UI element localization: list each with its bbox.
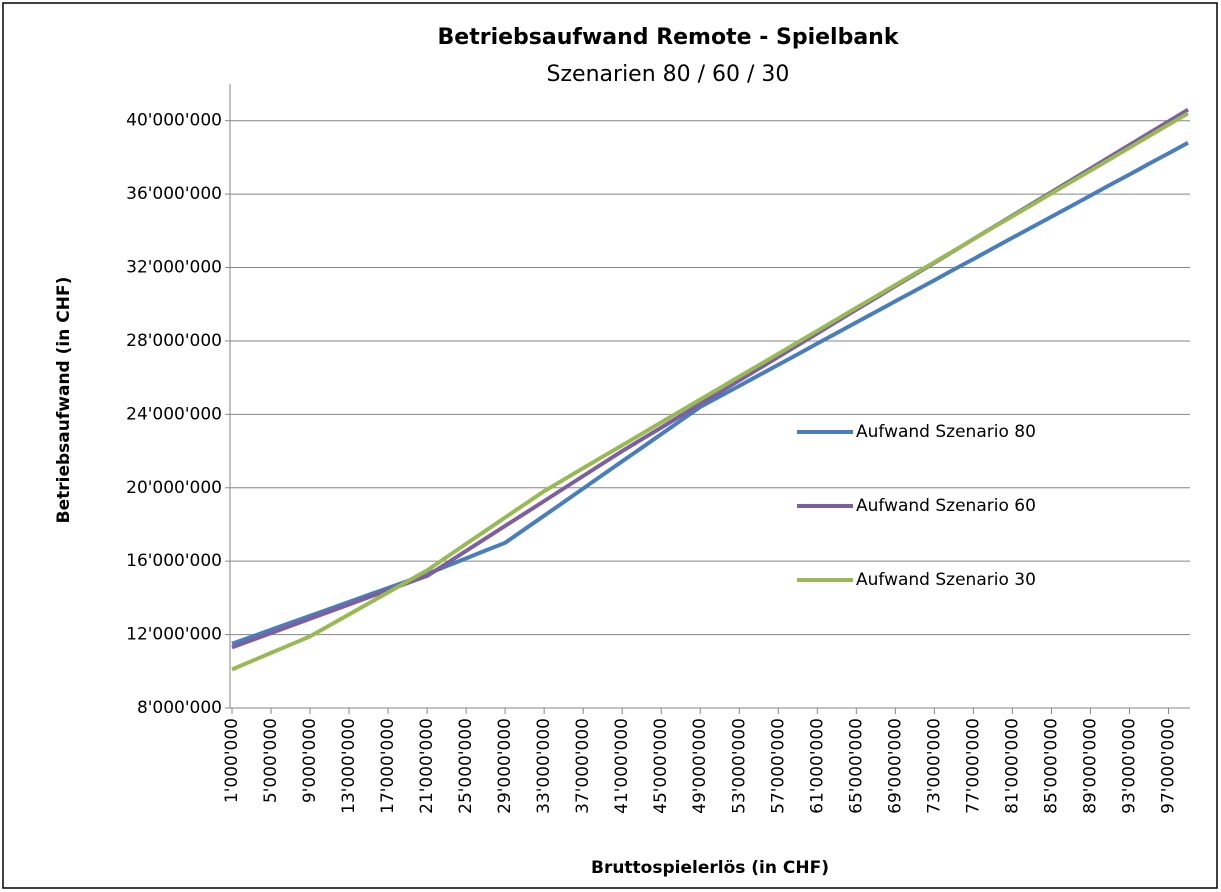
x-tick-label: 29'000'000: [495, 718, 515, 814]
x-tick-label: 41'000'000: [612, 718, 632, 814]
legend-label: Aufwand Szenario 60: [856, 496, 1036, 516]
x-tick-label: 69'000'000: [885, 718, 905, 814]
x-tick-label: 89'000'000: [1080, 718, 1100, 814]
x-tick-label: 97'000'000: [1158, 718, 1178, 814]
series-line: [231, 140, 1189, 646]
chart-subtitle: Szenarien 80 / 60 / 30: [547, 62, 790, 87]
x-tick-label: 61'000'000: [807, 718, 827, 814]
y-tick-label: 28'000'000: [126, 331, 222, 351]
x-tick-label: 49'000'000: [690, 718, 710, 814]
x-tick-label: 53'000'000: [729, 718, 749, 814]
chart-title: Betriebsaufwand Remote - Spielbank: [438, 25, 900, 50]
y-tick-label: 32'000'000: [126, 258, 222, 278]
y-tick-label: 8'000'000: [137, 698, 222, 718]
x-tick-label: 77'000'000: [963, 718, 983, 814]
x-tick-label: 45'000'000: [651, 718, 671, 814]
x-tick-label: 73'000'000: [924, 718, 944, 814]
y-tick-label: 24'000'000: [126, 404, 222, 424]
x-tick-label: 85'000'000: [1041, 718, 1061, 814]
x-tick-label: 5'000'000: [261, 718, 281, 803]
series-line: [231, 111, 1190, 672]
x-tick-label: 21'000'000: [417, 718, 437, 814]
x-tick-label: 57'000'000: [768, 718, 788, 814]
x-tick-label: 13'000'000: [339, 718, 359, 814]
y-tick-label: 20'000'000: [126, 478, 222, 498]
legend-label: Aufwand Szenario 30: [856, 570, 1036, 590]
x-tick-label: 1'000'000: [222, 718, 242, 803]
y-axis-title: Betriebsaufwand (in CHF): [54, 277, 74, 524]
y-tick-label: 12'000'000: [126, 625, 222, 645]
x-tick-label: 25'000'000: [456, 718, 476, 814]
x-tick-label: 17'000'000: [378, 718, 398, 814]
x-tick-label: 33'000'000: [534, 718, 554, 814]
x-tick-label: 65'000'000: [846, 718, 866, 814]
x-tick-label: 93'000'000: [1119, 718, 1139, 814]
y-tick-label: 40'000'000: [126, 111, 222, 131]
x-tick-label: 81'000'000: [1002, 718, 1022, 814]
x-tick-label: 37'000'000: [573, 718, 593, 814]
y-tick-label: 36'000'000: [126, 184, 222, 204]
x-tick-label: 9'000'000: [300, 718, 320, 803]
legend-label: Aufwand Szenario 80: [856, 422, 1036, 442]
y-tick-label: 16'000'000: [126, 551, 222, 571]
x-axis-title: Bruttospielerlös (in CHF): [591, 858, 829, 878]
